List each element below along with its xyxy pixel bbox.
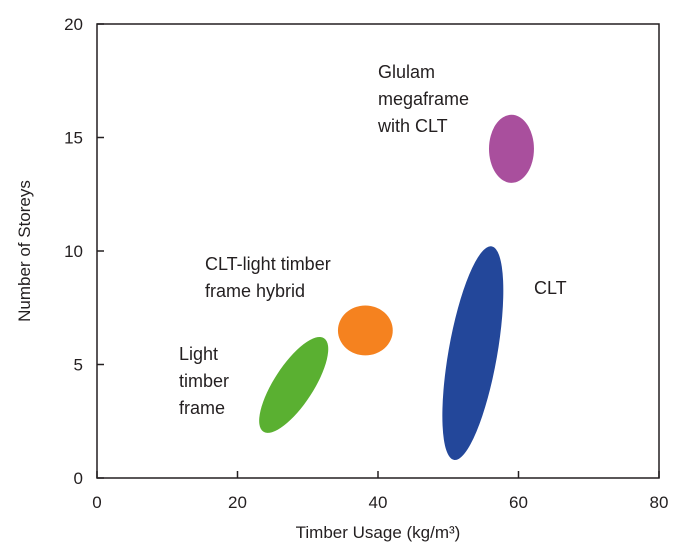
- y-tick-label: 5: [74, 356, 83, 375]
- x-tick-label: 40: [369, 493, 388, 512]
- region-1-label: CLT-light timber frame hybrid: [205, 254, 331, 301]
- x-tick-label: 20: [228, 493, 247, 512]
- region-3-label: Glulam megaframe with CLT: [377, 62, 469, 136]
- x-tick-label: 0: [92, 493, 101, 512]
- regions-layer: [259, 114, 534, 461]
- region-3-ellipse: [488, 114, 534, 183]
- labels-layer: Light timber frame CLT-light timber frame hy…: [179, 62, 567, 418]
- y-tick-label: 20: [64, 15, 83, 34]
- x-axis-title: Timber Usage (kg/m³): [296, 523, 461, 542]
- y-axis-title: Number of Storeys: [15, 180, 34, 322]
- x-tick-label: 60: [509, 493, 528, 512]
- y-tick-label: 10: [64, 242, 83, 261]
- ticks-layer: 0 20 40 60 80 0 5 10 15 20: [64, 15, 668, 512]
- region-1-ellipse: [337, 305, 393, 356]
- region-0-label: Light timber frame: [179, 344, 229, 418]
- region-2-label: CLT: [534, 278, 567, 298]
- region-2-ellipse: [442, 246, 504, 461]
- y-tick-label: 15: [64, 129, 83, 148]
- region-0-ellipse: [259, 336, 329, 433]
- y-tick-label: 0: [74, 469, 83, 488]
- x-tick-label: 80: [650, 493, 669, 512]
